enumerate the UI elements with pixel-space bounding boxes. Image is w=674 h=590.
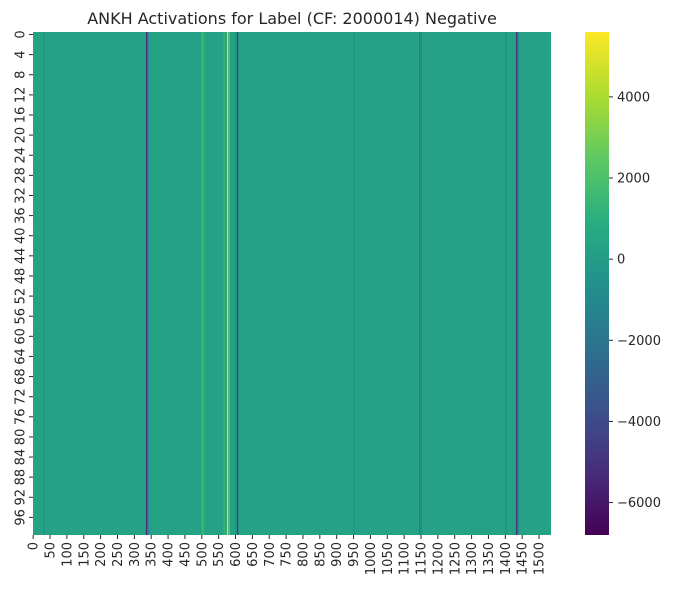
y-tick-label: 56 <box>14 308 29 325</box>
x-tick-label: 850 <box>313 542 328 567</box>
heatmap-column <box>43 32 45 535</box>
y-tick-label: 48 <box>14 268 29 285</box>
y-tick-label: 92 <box>14 489 29 506</box>
x-tick-label: 100 <box>60 542 75 567</box>
x-tick-label: 1450 <box>516 542 531 575</box>
y-tick-label: 76 <box>14 409 29 426</box>
y-tick-label: 36 <box>14 207 29 224</box>
x-tick-label: 50 <box>44 542 59 559</box>
colorbar-tick-label: 4000 <box>617 90 650 105</box>
x-tick-label: 200 <box>94 542 109 567</box>
heatmap-area <box>33 32 551 535</box>
y-tick-label: 72 <box>14 388 29 405</box>
heatmap-column <box>145 32 148 535</box>
x-tick-label: 700 <box>263 542 278 567</box>
y-tick-label: 88 <box>14 469 29 486</box>
x-tick-label: 950 <box>347 542 362 567</box>
y-tick-label: 96 <box>14 509 29 526</box>
colorbar-gradient <box>585 32 609 535</box>
y-tick-label: 60 <box>14 328 29 345</box>
x-tick-label: 1050 <box>381 542 396 575</box>
y-tick-label: 4 <box>14 50 29 58</box>
y-tick-label: 28 <box>14 167 29 184</box>
y-tick-label: 44 <box>14 248 29 265</box>
x-tick-label: 1300 <box>465 542 480 575</box>
y-tick-label: 64 <box>14 348 29 365</box>
x-tick-label: 1500 <box>533 542 548 575</box>
heatmap-column <box>517 32 519 535</box>
y-axis: 0481216202428323640444852566064687276808… <box>14 30 33 526</box>
heatmap-column <box>228 32 230 535</box>
colorbar-tick-label: 2000 <box>617 172 650 187</box>
y-tick-label: 24 <box>14 147 29 164</box>
chart-title: ANKH Activations for Label (CF: 2000014)… <box>87 9 497 28</box>
heatmap-background <box>33 32 551 535</box>
x-tick-label: 150 <box>77 542 92 567</box>
x-tick-label: 400 <box>162 542 177 567</box>
heatmap-column <box>226 32 229 535</box>
heatmap-column <box>201 32 203 535</box>
colorbar: 4000 2000 0 −2000 −4000 −6000 <box>585 32 661 535</box>
x-tick-label: 500 <box>195 542 210 567</box>
colorbar-tick-label: 0 <box>617 253 625 268</box>
heatmap-column <box>100 32 102 535</box>
colorbar-tick-label: −4000 <box>617 415 661 430</box>
heatmap-column <box>237 32 239 535</box>
y-tick-label: 16 <box>14 107 29 124</box>
x-tick-label: 600 <box>229 542 244 567</box>
y-tick-label: 12 <box>14 87 29 104</box>
x-tick-label: 450 <box>178 542 193 567</box>
y-tick-label: 8 <box>14 71 29 79</box>
heatmap-column <box>505 32 507 535</box>
heatmap-column <box>147 32 149 535</box>
y-tick-label: 68 <box>14 368 29 385</box>
x-tick-label: 1200 <box>431 542 446 575</box>
x-tick-label: 550 <box>212 542 227 567</box>
y-tick-label: 32 <box>14 187 29 204</box>
x-tick-label: 250 <box>111 542 126 567</box>
x-tick-label: 1100 <box>398 542 413 575</box>
y-tick-label: 40 <box>14 227 29 244</box>
x-tick-label: 1400 <box>499 542 514 575</box>
x-tick-label: 300 <box>128 542 143 567</box>
y-tick-label: 80 <box>14 429 29 446</box>
y-tick-label: 20 <box>14 127 29 144</box>
x-tick-label: 650 <box>246 542 261 567</box>
heatmap-column <box>223 32 225 535</box>
heatmap-column <box>419 32 421 535</box>
heatmap-column <box>235 32 237 535</box>
x-tick-label: 1250 <box>448 542 463 575</box>
x-tick-label: 800 <box>297 542 312 567</box>
colorbar-tick-label: −2000 <box>617 334 661 349</box>
x-tick-label: 1350 <box>482 542 497 575</box>
x-tick-label: 900 <box>330 542 345 567</box>
x-axis: 0 50 100 150 200 250 300 350 400 450 500 550 600 650 7… <box>27 535 548 575</box>
x-tick-label: 0 <box>27 542 42 550</box>
x-tick-label: 1150 <box>415 542 430 575</box>
heatmap-column <box>203 32 205 535</box>
y-tick-label: 0 <box>14 30 29 38</box>
x-tick-label: 1000 <box>364 542 379 575</box>
heatmap-column <box>353 32 355 535</box>
y-tick-label: 52 <box>14 288 29 305</box>
heatmap-column <box>515 32 518 535</box>
x-tick-label: 750 <box>280 542 295 567</box>
y-tick-label: 84 <box>14 449 29 466</box>
heatmap-column <box>420 32 423 535</box>
colorbar-tick-label: −6000 <box>617 496 661 511</box>
x-tick-label: 350 <box>145 542 160 567</box>
